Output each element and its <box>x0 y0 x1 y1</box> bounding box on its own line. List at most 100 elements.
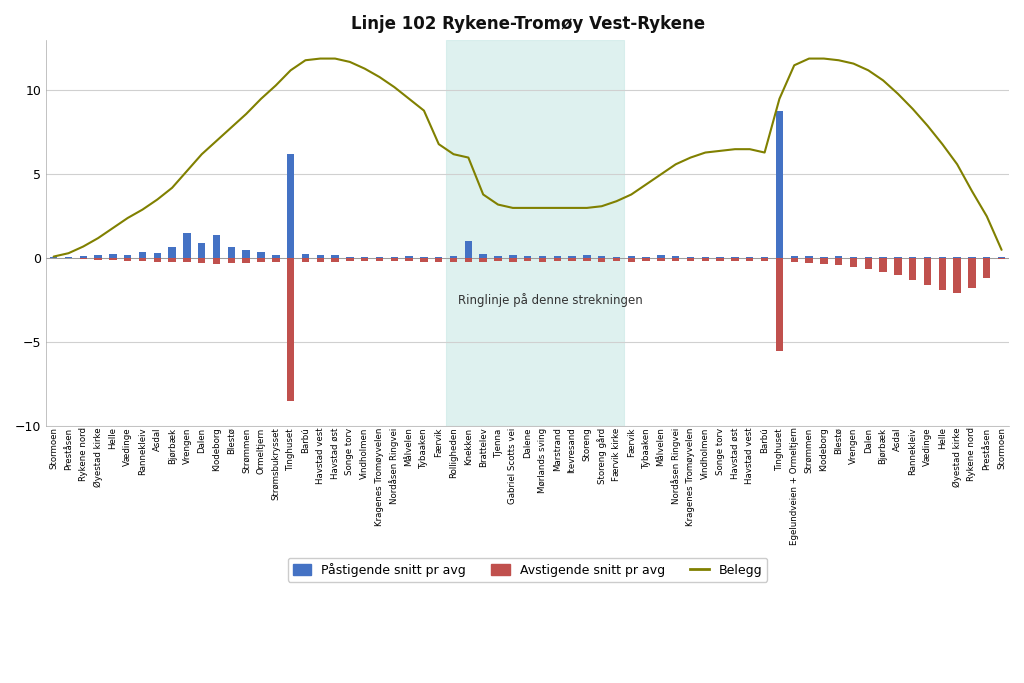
Bar <box>835 255 843 258</box>
Text: Ringlinje på denne strekningen: Ringlinje på denne strekningen <box>458 293 643 307</box>
Bar <box>939 257 946 258</box>
Bar <box>420 258 428 262</box>
Bar <box>909 257 916 258</box>
Bar <box>805 258 813 263</box>
Bar <box>302 254 309 258</box>
Bar <box>717 258 724 261</box>
Bar <box>110 258 117 260</box>
Legend: Påstigende snitt pr avg, Avstigende snitt pr avg, Belegg: Påstigende snitt pr avg, Avstigende snit… <box>288 558 768 582</box>
Bar <box>124 255 131 258</box>
Bar <box>612 257 621 258</box>
Bar <box>628 256 635 258</box>
Bar <box>657 258 665 262</box>
Bar <box>139 258 146 261</box>
Bar <box>776 111 783 258</box>
Bar <box>213 258 220 264</box>
Bar <box>213 235 220 258</box>
Bar <box>495 258 502 262</box>
Bar <box>850 258 857 266</box>
Bar <box>406 258 413 262</box>
Bar <box>524 255 531 258</box>
Bar <box>791 258 798 262</box>
Bar <box>332 258 339 262</box>
Bar <box>628 258 635 262</box>
Bar <box>805 256 813 258</box>
Bar <box>479 258 486 262</box>
Bar <box>376 257 383 258</box>
Bar <box>998 257 1006 258</box>
Bar <box>924 258 931 285</box>
Bar <box>761 257 768 258</box>
Belegg <box>551 204 563 212</box>
Bar <box>450 258 458 262</box>
Bar <box>446 40 624 426</box>
Bar <box>850 257 857 258</box>
Bar <box>227 247 236 258</box>
Bar <box>880 257 887 258</box>
Bar <box>687 258 694 261</box>
Bar <box>50 257 57 258</box>
Title: Linje 102 Rykene-Tromøy Vest-Rykene: Linje 102 Rykene-Tromøy Vest-Rykene <box>350 15 705 33</box>
Bar <box>598 258 605 262</box>
Bar <box>406 256 413 258</box>
Bar <box>554 256 561 258</box>
Bar <box>583 258 591 262</box>
Bar <box>672 255 680 258</box>
Bar <box>198 258 206 263</box>
Bar <box>65 257 72 258</box>
Bar <box>583 255 591 258</box>
Bar <box>272 258 280 262</box>
Bar <box>969 258 976 288</box>
Bar <box>465 258 472 262</box>
Bar <box>316 255 324 258</box>
Bar <box>524 258 531 262</box>
Bar <box>509 255 516 258</box>
Bar <box>183 233 190 258</box>
Bar <box>539 258 546 262</box>
Bar <box>495 255 502 258</box>
Bar <box>332 255 339 258</box>
Bar <box>183 258 190 262</box>
Bar <box>701 258 709 261</box>
Bar <box>598 256 605 258</box>
Bar <box>998 258 1006 259</box>
Bar <box>80 258 87 259</box>
Bar <box>820 258 827 264</box>
Bar <box>939 258 946 290</box>
Bar <box>420 257 428 258</box>
Bar <box>124 258 131 261</box>
Bar <box>94 258 101 260</box>
Bar <box>80 256 87 258</box>
Bar <box>287 258 294 401</box>
Bar <box>154 258 161 262</box>
Bar <box>154 253 161 258</box>
Bar <box>139 253 146 258</box>
Line: Belegg: Belegg <box>53 59 1001 257</box>
Bar <box>924 257 931 258</box>
Bar <box>953 257 961 258</box>
Bar <box>746 258 754 261</box>
Bar <box>717 257 724 258</box>
Belegg <box>314 55 327 63</box>
Bar <box>880 258 887 272</box>
Bar <box>835 258 843 265</box>
Bar <box>390 257 398 258</box>
Bar <box>568 258 575 262</box>
Bar <box>302 258 309 262</box>
Bar <box>465 242 472 258</box>
Belegg <box>47 253 59 261</box>
Bar <box>568 255 575 258</box>
Bar <box>672 258 680 261</box>
Bar <box>390 258 398 261</box>
Bar <box>168 247 176 258</box>
Bar <box>612 258 621 261</box>
Belegg <box>966 187 978 195</box>
Bar <box>257 258 265 262</box>
Bar <box>820 257 827 258</box>
Bar <box>969 257 976 258</box>
Belegg <box>344 58 356 66</box>
Bar <box>894 258 901 275</box>
Bar <box>953 258 961 294</box>
Bar <box>864 258 872 269</box>
Bar <box>243 250 250 258</box>
